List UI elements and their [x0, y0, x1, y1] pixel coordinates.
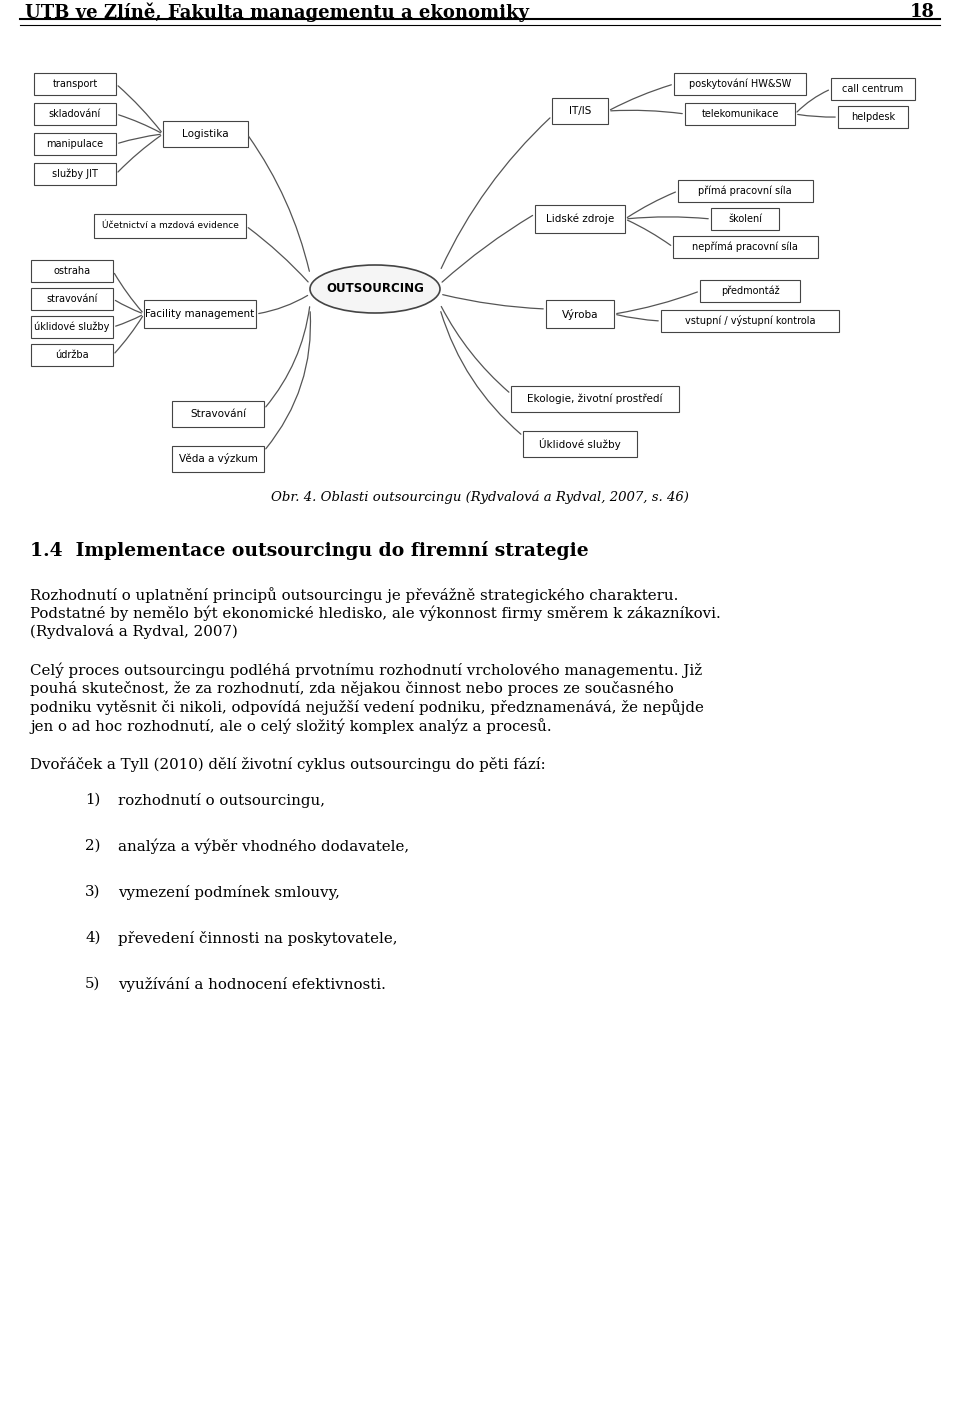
Text: Ekologie, životní prostředí: Ekologie, životní prostředí: [527, 393, 662, 404]
Text: call centrum: call centrum: [842, 84, 903, 94]
Text: Úklidové služby: Úklidové služby: [540, 438, 621, 450]
FancyBboxPatch shape: [34, 163, 116, 184]
Text: Lidské zdroje: Lidské zdroje: [546, 214, 614, 224]
Text: manipulace: manipulace: [46, 139, 104, 149]
Text: 1.4  Implementace outsourcingu do firemní strategie: 1.4 Implementace outsourcingu do firemní…: [30, 541, 588, 561]
Text: 1): 1): [85, 793, 100, 807]
Text: Celý proces outsourcingu podléhá prvotnímu rozhodnutí vrcholového managementu. J: Celý proces outsourcingu podléhá prvotní…: [30, 663, 702, 678]
Text: 18: 18: [910, 3, 935, 21]
Text: skladování: skladování: [49, 109, 101, 119]
FancyBboxPatch shape: [685, 104, 795, 125]
Text: Logistika: Logistika: [181, 129, 228, 139]
Text: Rozhodnutí o uplatnění principů outsourcingu je převážně strategického charakter: Rozhodnutí o uplatnění principů outsourc…: [30, 587, 679, 603]
FancyBboxPatch shape: [144, 299, 256, 328]
FancyBboxPatch shape: [94, 214, 246, 238]
FancyBboxPatch shape: [523, 431, 637, 457]
FancyBboxPatch shape: [31, 288, 113, 309]
FancyBboxPatch shape: [172, 402, 264, 427]
Text: 5): 5): [85, 978, 100, 990]
Text: předmontáž: předmontáž: [721, 285, 780, 297]
Text: telekomunikace: telekomunikace: [702, 109, 779, 119]
Text: Stravování: Stravování: [190, 409, 246, 419]
Text: pouhá skutečnost, že za rozhodnutí, zda nějakou činnost nebo proces ze současnéh: pouhá skutečnost, že za rozhodnutí, zda …: [30, 681, 674, 695]
FancyBboxPatch shape: [700, 280, 800, 302]
Text: jen o ad hoc rozhodnutí, ale o celý složitý komplex analýz a procesů.: jen o ad hoc rozhodnutí, ale o celý slož…: [30, 718, 552, 734]
Text: 2): 2): [85, 839, 101, 853]
Text: stravování: stravování: [46, 294, 98, 304]
Text: Výroba: Výroba: [562, 308, 598, 319]
FancyBboxPatch shape: [711, 209, 779, 230]
FancyBboxPatch shape: [31, 343, 113, 366]
Text: školení: školení: [728, 214, 762, 224]
Text: poskytování HW&SW: poskytování HW&SW: [689, 78, 791, 89]
Text: IT/IS: IT/IS: [569, 106, 591, 116]
Text: 3): 3): [85, 885, 101, 900]
Text: (Rydvalová a Rydval, 2007): (Rydvalová a Rydval, 2007): [30, 624, 238, 639]
FancyBboxPatch shape: [535, 204, 625, 233]
FancyBboxPatch shape: [831, 78, 915, 99]
Text: ostraha: ostraha: [54, 265, 90, 277]
Text: služby JIT: služby JIT: [52, 169, 98, 179]
FancyBboxPatch shape: [34, 104, 116, 125]
Text: údržba: údržba: [55, 350, 89, 360]
Text: helpdesk: helpdesk: [851, 112, 895, 122]
FancyBboxPatch shape: [34, 72, 116, 95]
Text: OUTSOURCING: OUTSOURCING: [326, 282, 424, 295]
FancyBboxPatch shape: [31, 316, 113, 338]
Text: využívání a hodnocení efektivnosti.: využívání a hodnocení efektivnosti.: [118, 978, 386, 992]
Text: 4): 4): [85, 931, 101, 945]
Text: přímá pracovní síla: přímá pracovní síla: [698, 186, 792, 196]
FancyBboxPatch shape: [838, 106, 908, 128]
Text: Podstatné by nemělo být ekonomické hledisko, ale výkonnost firmy směrem k zákazn: Podstatné by nemělo být ekonomické hledi…: [30, 606, 721, 622]
Text: převedení činnosti na poskytovatele,: převedení činnosti na poskytovatele,: [118, 931, 397, 946]
Text: nepřímá pracovní síla: nepřímá pracovní síla: [692, 241, 798, 253]
Text: analýza a výběr vhodného dodavatele,: analýza a výběr vhodného dodavatele,: [118, 839, 409, 854]
Ellipse shape: [310, 265, 440, 314]
Text: Facility management: Facility management: [145, 309, 254, 319]
FancyBboxPatch shape: [678, 180, 812, 201]
Text: úklidové služby: úklidové služby: [35, 322, 109, 332]
Text: UTB ve Zlíně, Fakulta managementu a ekonomiky: UTB ve Zlíně, Fakulta managementu a ekon…: [25, 3, 529, 21]
FancyBboxPatch shape: [34, 133, 116, 155]
Text: Účetnictví a mzdová evidence: Účetnictví a mzdová evidence: [102, 221, 238, 230]
Text: rozhodnutí o outsourcingu,: rozhodnutí o outsourcingu,: [118, 793, 325, 807]
FancyBboxPatch shape: [661, 309, 839, 332]
FancyBboxPatch shape: [511, 386, 679, 412]
Text: vstupní / výstupní kontrola: vstupní / výstupní kontrola: [684, 315, 815, 326]
FancyBboxPatch shape: [162, 121, 248, 148]
Text: transport: transport: [53, 79, 98, 89]
FancyBboxPatch shape: [172, 446, 264, 473]
Text: Dvořáček a Tyll (2010) dělí životní cyklus outsourcingu do pěti fází:: Dvořáček a Tyll (2010) dělí životní cykl…: [30, 756, 545, 772]
FancyBboxPatch shape: [552, 98, 608, 123]
FancyBboxPatch shape: [674, 72, 806, 95]
FancyBboxPatch shape: [546, 299, 614, 328]
Text: podniku vytěsnit či nikoli, odpovídá nejužší vedení podniku, předznamenává, že n: podniku vytěsnit či nikoli, odpovídá nej…: [30, 700, 704, 715]
FancyBboxPatch shape: [31, 260, 113, 282]
FancyBboxPatch shape: [673, 236, 818, 258]
Text: Věda a výzkum: Věda a výzkum: [179, 454, 257, 464]
Text: vymezení podmínek smlouvy,: vymezení podmínek smlouvy,: [118, 885, 340, 900]
Text: Obr. 4. Oblasti outsourcingu (Rydvalová a Rydval, 2007, s. 46): Obr. 4. Oblasti outsourcingu (Rydvalová …: [271, 490, 689, 504]
